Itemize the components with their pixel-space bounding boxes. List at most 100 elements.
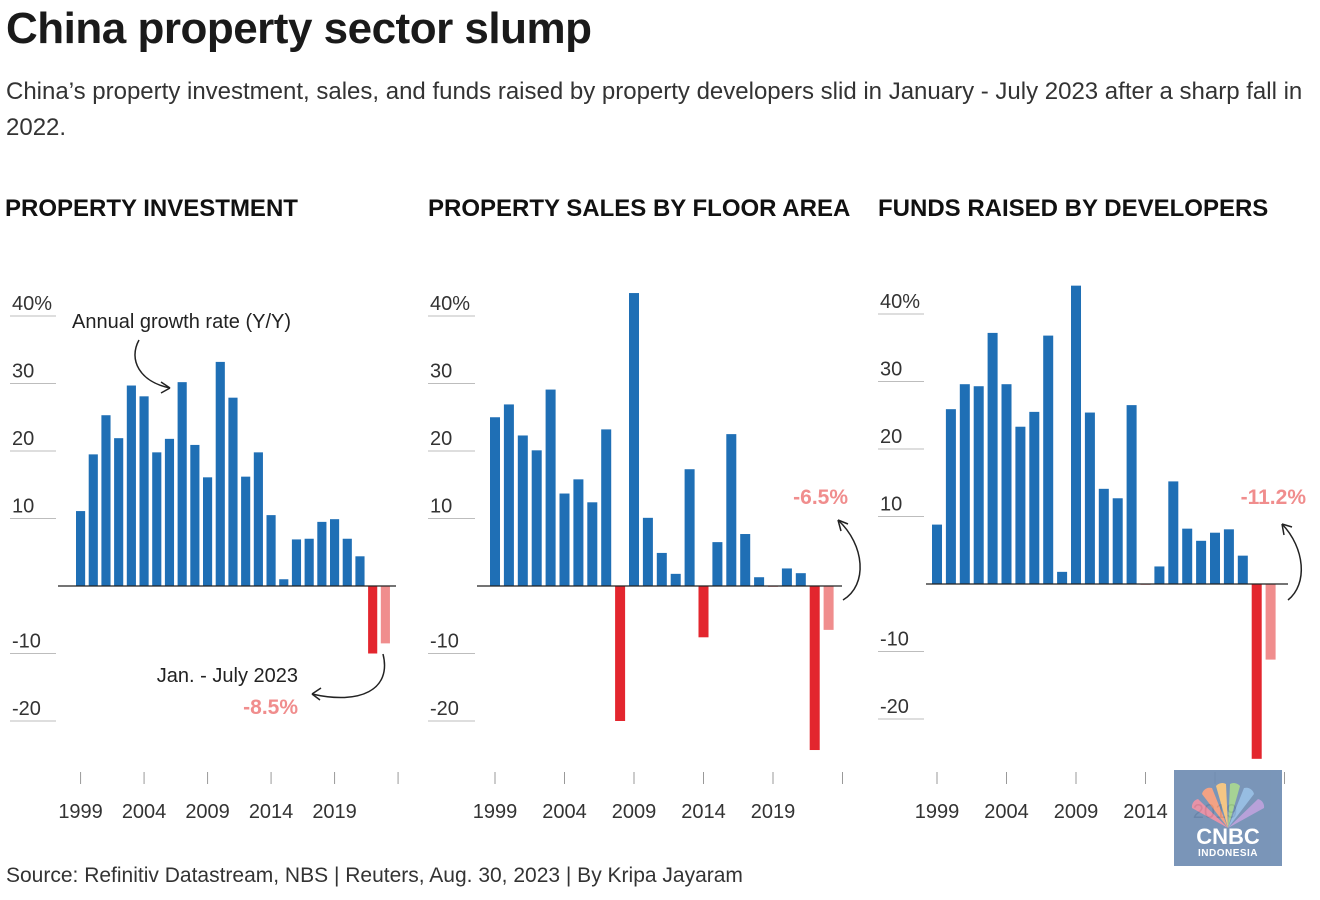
x-tick-label: 1999 [915,801,960,823]
y-tick-label: 10 [430,496,452,518]
source-note: Source: Refinitiv Datastream, NBS | Reut… [6,864,743,887]
bar-2022 [1251,584,1262,759]
peacock-icon [1191,783,1265,828]
bar-2013 [1126,405,1137,584]
charts-canvas: PROPERTY INVESTMENT 40% 30 20 10 -10 -20 1999 20… [5,195,1306,823]
bar-2010 [1084,412,1095,584]
x-tick-label: 1999 [58,801,103,823]
x-tick-label: 2009 [612,801,657,823]
x-tick-label: 2009 [1054,801,1099,823]
bar-2021 [795,573,806,586]
bar-2006 [164,438,175,586]
bar-2015 [1154,566,1165,584]
bar-2016 [726,434,737,586]
bar-1999 [76,511,86,586]
bar-2004 [139,396,149,586]
x-tick-label: 1999 [473,801,518,823]
annotation-arrow [134,339,171,389]
latest-value-label: -8.5% [243,696,298,719]
bar-2020 [342,538,352,586]
bar-2003 [545,389,556,586]
bar-2020 [1223,529,1234,584]
chart-title: FUNDS RAISED BY DEVELOPERS [878,195,1268,222]
bar-1999 [932,524,943,584]
page-subtitle: China’s property investment, sales, and … [6,78,1303,141]
chart-panel-1: PROPERTY INVESTMENT 40% 30 20 10 -10 -20 1999 20… [5,195,399,823]
bar-2022 [809,586,820,751]
latest-value-label: -11.2% [1241,486,1307,509]
bar-2013 [684,469,695,586]
bar-2005 [1015,426,1026,584]
bar-2016 [291,539,302,586]
chart-panel-2: PROPERTY SALES BY FLOOR AREA 40% 30 20 10 -10… [428,195,861,823]
x-tick-label: 2014 [681,801,726,823]
y-tick-label: 40% [12,293,52,315]
y-tick-label: 40% [430,293,470,315]
y-tick-label: -20 [430,698,459,720]
y-tick-label: 10 [12,496,34,518]
bar-2014 [266,515,276,586]
chart-panel-3: FUNDS RAISED BY DEVELOPERS 40% 30 20 10 -10 -2… [878,195,1306,823]
bar-2002 [531,450,542,586]
bar-2023 [1265,584,1276,660]
bar-2013 [253,452,263,586]
arrow-head [311,687,322,701]
chart-title: PROPERTY SALES BY FLOOR AREA [428,195,850,222]
bar-2015 [712,542,723,586]
bar-2002 [114,438,124,586]
bar-2017 [304,538,314,586]
bar-2005 [573,479,584,586]
bar-2008 [1057,571,1068,584]
y-tick-label: -10 [880,629,909,651]
bar-2006 [1029,411,1040,584]
bar-2018 [1196,540,1207,584]
bar-2011 [228,397,238,586]
bar-2021 [355,556,365,586]
bar-2000 [88,454,98,586]
bar-2009 [1071,285,1082,584]
bar-2000 [503,404,514,586]
y-tick-label: 10 [880,494,902,516]
logo-subtext: INDONESIA [1197,848,1259,859]
x-tick-label: 2014 [249,801,294,823]
bar-2023 [823,586,834,630]
bar-2003 [126,385,136,586]
y-tick-label: 20 [430,428,452,450]
bar-2012 [1112,498,1123,584]
bar-2003 [987,332,998,584]
bar-2014 [698,586,709,638]
bar-2010 [642,517,653,586]
bar-2001 [959,384,970,584]
bar-2012 [241,476,251,586]
bar-2021 [1237,555,1248,584]
bar-2011 [656,552,667,586]
annotation-arrow [837,519,861,601]
page-title: China property sector slump [6,4,592,53]
y-tick-label: 20 [880,426,902,448]
bar-2007 [601,429,612,586]
annotation-arrow [311,653,386,699]
bar-2008 [615,586,626,721]
bar-2019 [330,519,340,586]
bar-2018 [754,577,765,586]
bar-2018 [317,521,327,586]
bar-2004 [559,493,570,586]
bar-2022 [368,586,378,654]
y-tick-label: -10 [430,631,459,653]
bar-2016 [1168,481,1179,584]
bar-2006 [587,502,598,586]
arrow-head [1281,523,1293,536]
x-tick-label: 2019 [312,801,357,823]
arrow-head [837,519,849,532]
bar-2011 [1098,488,1109,584]
bar-2009 [629,293,640,586]
bar-2015 [279,579,289,586]
bar-2020 [781,568,792,586]
arrow-head [160,381,171,394]
bar-2008 [190,444,200,586]
bar-2009 [203,477,213,586]
y-tick-label: 30 [430,361,452,383]
y-tick-label: -20 [880,696,909,718]
bar-2005 [152,452,162,586]
x-tick-label: 2014 [1123,801,1168,823]
